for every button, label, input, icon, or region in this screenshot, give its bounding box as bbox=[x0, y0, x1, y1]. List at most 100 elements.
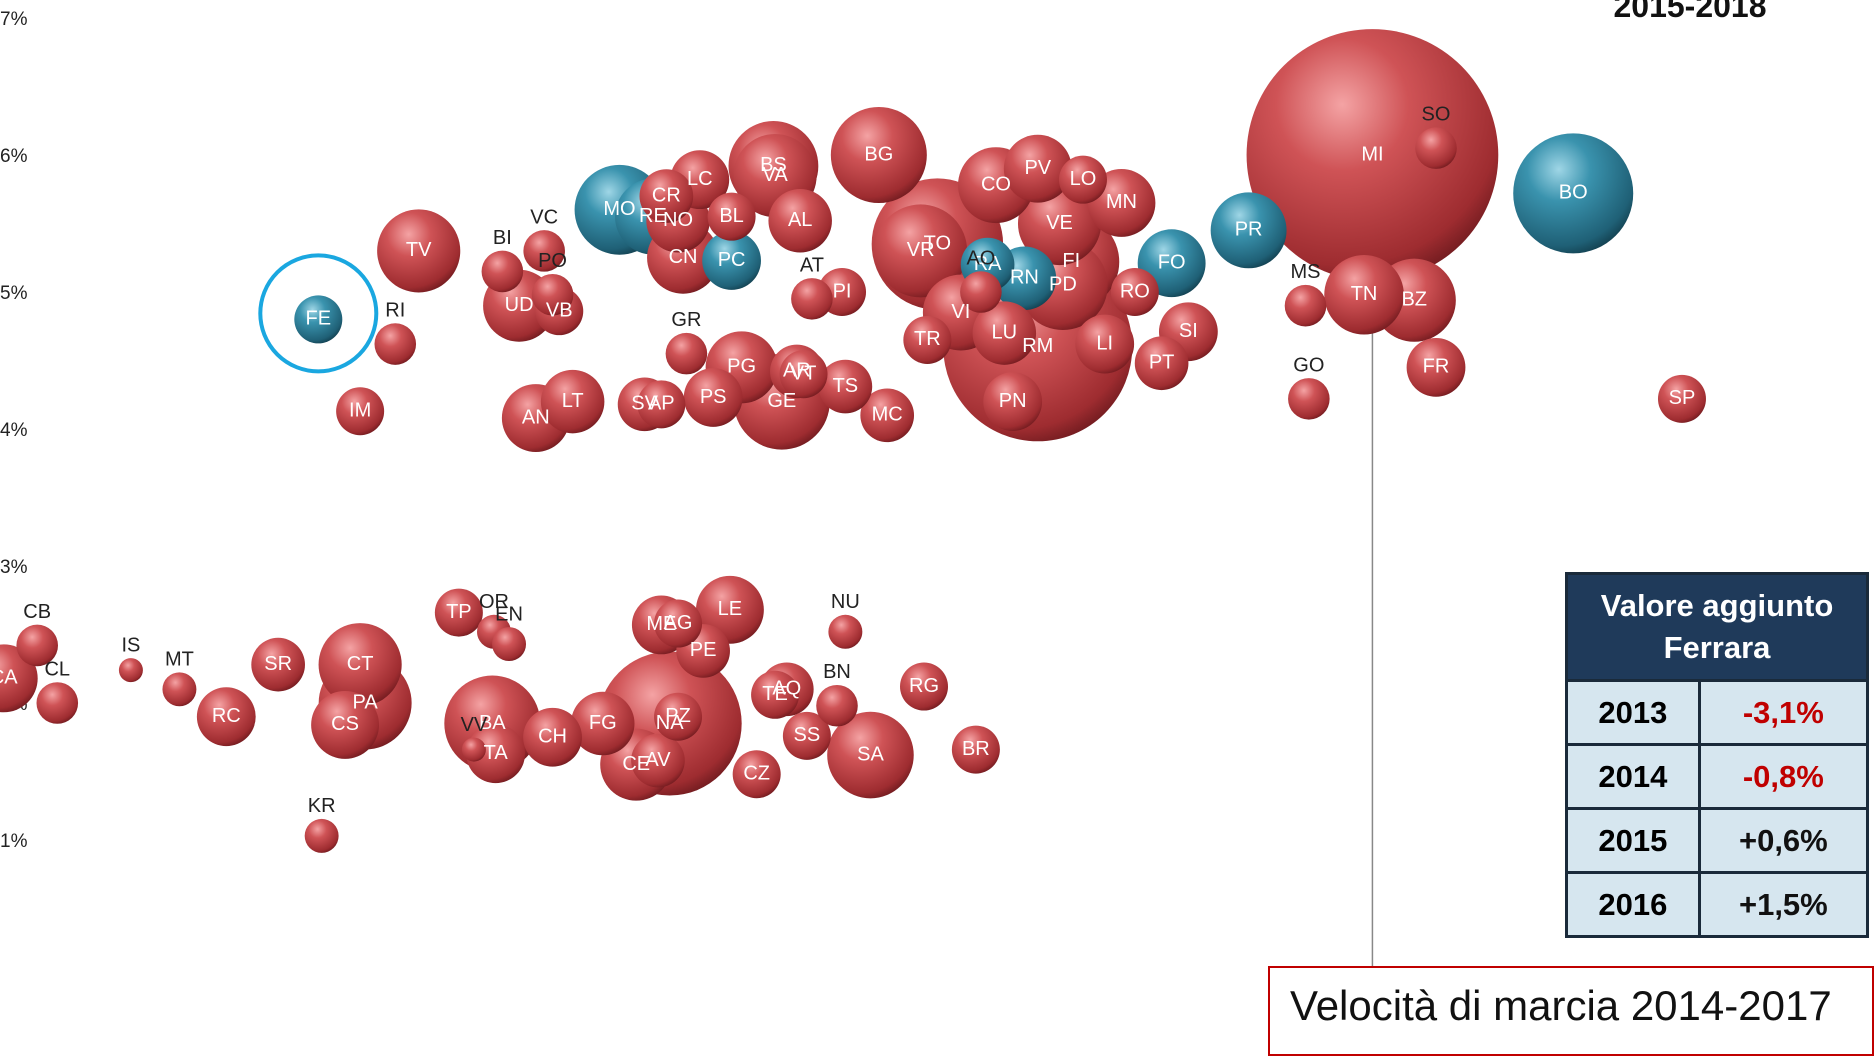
bubble-label: PS bbox=[700, 386, 727, 408]
bubble-label: RI bbox=[385, 300, 405, 322]
bottom-caption: Velocità di marcia 2014-2017 bbox=[1268, 966, 1874, 1056]
bubble-label: RM bbox=[1022, 335, 1053, 357]
bubble-label: FO bbox=[1158, 252, 1186, 274]
bubble-ts bbox=[818, 359, 873, 414]
bubble-im bbox=[336, 387, 385, 436]
year-cell: 2014 bbox=[1565, 743, 1701, 810]
bubble-label: BA bbox=[479, 712, 506, 734]
bubble-cr bbox=[639, 169, 694, 223]
y-tick-label: 6% bbox=[0, 146, 28, 167]
bubble-sr bbox=[251, 637, 305, 692]
bubble-po bbox=[531, 273, 574, 316]
bubble-label: FG bbox=[589, 712, 617, 734]
bubble-label: AR bbox=[783, 360, 811, 382]
bubble-label: TN bbox=[1351, 283, 1378, 305]
bubble-label: VI bbox=[951, 301, 970, 323]
bubble-rc bbox=[196, 687, 256, 747]
y-tick-label: 7% bbox=[0, 9, 28, 30]
bubble-label: AV bbox=[645, 749, 671, 771]
bubble-label: LI bbox=[1096, 332, 1113, 354]
bubble-label: MI bbox=[1361, 143, 1383, 165]
bubble-label: BI bbox=[493, 227, 512, 249]
bubble-av bbox=[631, 733, 685, 788]
bubble-label: GO bbox=[1293, 354, 1324, 376]
year-cell: 2016 bbox=[1565, 871, 1701, 938]
bubble-label: CN bbox=[669, 246, 698, 268]
bubble-mt bbox=[162, 672, 197, 707]
bubble-label: SI bbox=[1179, 320, 1198, 342]
bubble-label: MN bbox=[1106, 191, 1137, 213]
bubble-kr bbox=[304, 818, 339, 853]
bubble-label: MS bbox=[1291, 261, 1321, 283]
bubble-label: CA bbox=[0, 667, 18, 689]
bubble-label: RN bbox=[1010, 267, 1039, 289]
bubble-lt bbox=[540, 369, 605, 434]
bubble-te bbox=[751, 670, 800, 719]
bubble-label: TS bbox=[833, 375, 859, 397]
bubble-li bbox=[1075, 314, 1135, 374]
bubble-ao bbox=[960, 271, 1002, 313]
bubble-tp bbox=[434, 588, 483, 637]
bubble-ch bbox=[523, 707, 582, 767]
bubble-pv bbox=[1003, 134, 1072, 203]
bubble-label: AT bbox=[800, 254, 824, 276]
bubble-cl bbox=[36, 682, 79, 724]
bubble-en bbox=[492, 627, 527, 662]
bubble-cz bbox=[732, 750, 781, 799]
bubble-ri bbox=[374, 323, 417, 365]
bubble-tv bbox=[377, 209, 461, 293]
bubble-label: AO bbox=[966, 247, 995, 269]
value-cell: -3,1% bbox=[1697, 679, 1870, 746]
ferrara-value-table: Valore aggiunto Ferrara 2013 -3,1% 2014 -0,… bbox=[1565, 572, 1870, 938]
bubble-bg bbox=[830, 107, 927, 203]
bubble-label: LC bbox=[687, 168, 713, 190]
bubble-label: SP bbox=[1669, 387, 1696, 409]
bubble-label: IS bbox=[121, 634, 140, 656]
bubble-label: TV bbox=[406, 239, 432, 261]
bubble-label: CL bbox=[44, 658, 70, 680]
bubble-label: SR bbox=[264, 653, 292, 675]
bubble-label: FI bbox=[1062, 250, 1080, 272]
y-axis: 1%2%3%4%5%6%7% bbox=[0, 9, 1374, 966]
bubble-pc bbox=[702, 231, 761, 290]
bubble-label: CZ bbox=[743, 763, 770, 785]
bubble-mc bbox=[860, 388, 915, 443]
bubble-tr bbox=[903, 315, 952, 364]
bubble-label: PZ bbox=[665, 705, 691, 727]
bubble-label: RO bbox=[1120, 280, 1150, 302]
bubble-label: CB bbox=[23, 601, 51, 623]
y-tick-label: 3% bbox=[0, 557, 28, 578]
bubble-label: BZ bbox=[1401, 289, 1427, 311]
bubble-ss bbox=[782, 711, 831, 760]
bubble-label: SA bbox=[857, 743, 884, 765]
bubble-label: BL bbox=[719, 205, 743, 227]
table-row: 2016 +1,5% bbox=[1565, 871, 1870, 938]
bubble-bn bbox=[816, 684, 858, 727]
bubble-label: MC bbox=[872, 404, 903, 426]
bubble-tn bbox=[1324, 254, 1404, 335]
bubble-label: BS bbox=[760, 154, 787, 176]
chart-title: 2015-2018 bbox=[1613, 0, 1767, 24]
bubble-ps bbox=[683, 368, 743, 427]
bubble-gr bbox=[665, 332, 708, 375]
bubble-label: AP bbox=[648, 393, 675, 415]
bubble-label: PN bbox=[999, 390, 1027, 412]
table-row: 2013 -3,1% bbox=[1565, 679, 1870, 746]
bubble-fg bbox=[571, 691, 635, 756]
bubble-at bbox=[791, 278, 833, 320]
bubble-label: CE bbox=[622, 753, 650, 775]
bubble-label: LO bbox=[1070, 168, 1097, 190]
bubble-label: RE bbox=[639, 205, 667, 227]
bubble-label: PR bbox=[1235, 219, 1263, 241]
bubble-label: CH bbox=[538, 726, 567, 748]
bubble-label: TO bbox=[924, 232, 951, 254]
bubble-label: UD bbox=[505, 294, 534, 316]
bubble-label: VT bbox=[791, 362, 817, 384]
bubble-label: LE bbox=[718, 598, 742, 620]
bubble-label: PV bbox=[1024, 157, 1051, 179]
bubble-pt bbox=[1134, 336, 1189, 391]
bubble-bi bbox=[481, 250, 524, 293]
bubble-br bbox=[951, 725, 1000, 774]
bubble-label: MT bbox=[165, 649, 194, 671]
bubble-label: NA bbox=[656, 712, 684, 734]
